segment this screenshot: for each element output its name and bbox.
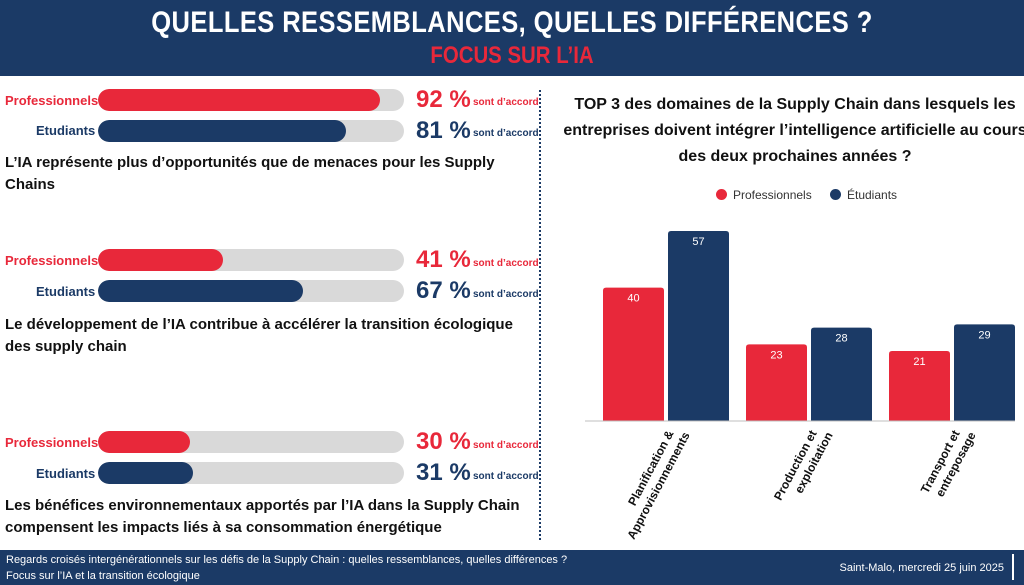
bar-etudiants-0: [668, 231, 729, 421]
row3-pro-percent: 30 %: [416, 428, 471, 455]
legend-label-etudiants: Étudiants: [847, 188, 898, 202]
row2-etu-label: Etudiants: [36, 284, 96, 299]
row2-statement: Le développement de l’IA contribue à acc…: [5, 316, 513, 355]
bar-etudiants-2: [954, 324, 1015, 421]
row3-statement: Les bénéfices environnementaux apportés …: [5, 497, 520, 536]
row3-pro-track: [98, 431, 404, 453]
vertical-divider: [539, 90, 541, 540]
row3-etu-percent: 31 %: [416, 459, 471, 486]
footer-date: Saint-Malo, mercredi 25 juin 2025: [839, 562, 1004, 574]
row1-statement: L’IA représente plus d’opportunités que …: [5, 154, 495, 193]
bar-professionnels-0: [603, 287, 664, 421]
row1-etu-suffix: sont d’accord: [473, 128, 539, 139]
footer-line2: Focus sur l’IA et la transition écologiq…: [6, 570, 200, 582]
page-title: QUELLES RESSEMBLANCES, QUELLES DIFFÉRENC…: [151, 6, 873, 39]
legend-item-etudiants: Étudiants: [830, 188, 897, 202]
row3-etu-label: Etudiants: [36, 466, 96, 481]
bar-etudiants-1: [811, 327, 872, 421]
bar-professionnels-2: [889, 351, 950, 421]
row1-pro-label: Professionnels: [5, 93, 99, 108]
row3-pro-label: Professionnels: [5, 435, 99, 450]
bar-professionnels-1: [746, 344, 807, 421]
row1-etu-label: Etudiants: [36, 123, 96, 138]
bar-value-label-etudiants-0: 57: [692, 236, 704, 248]
category-label-0: Planification &Approvisionnements: [611, 422, 693, 540]
row1-etu-percent: 81 %: [416, 117, 471, 144]
legend-item-professionnels: Professionnels: [716, 188, 812, 202]
footer-accent-bar: [1012, 554, 1014, 580]
footer-line1: Regards croisés intergénérationnels sur …: [6, 554, 568, 566]
row2-pro-percent: 41 %: [416, 246, 471, 273]
row2-etu-suffix: sont d’accord: [473, 289, 539, 300]
bar-chart: 40 57 Planification &Approvisionnements 23 2…: [585, 231, 1015, 540]
row1-etu-track: [98, 120, 404, 142]
legend-swatch-etudiants: [830, 189, 841, 200]
row1-pro-fill: [98, 89, 380, 111]
header-banner: QUELLES RESSEMBLANCES, QUELLES DIFFÉRENC…: [0, 0, 1024, 76]
page-subtitle: FOCUS SUR L’IA: [430, 42, 594, 69]
bar-value-label-etudiants-1: 28: [835, 333, 847, 345]
category-label-2: Transport etentreposage: [918, 422, 979, 502]
row3-etu-track: [98, 462, 404, 484]
row2-pro-track: [98, 249, 404, 271]
row2-etu-percent: 67 %: [416, 277, 471, 304]
bar-value-label-professionnels-1: 23: [770, 349, 782, 361]
row2-pro-suffix: sont d’accord: [473, 258, 539, 269]
row1-pro-percent: 92 %: [416, 86, 471, 113]
row3-etu-suffix: sont d’accord: [473, 471, 539, 482]
row1-pro-track: [98, 89, 404, 111]
row1-pro-suffix: sont d’accord: [473, 97, 539, 108]
row1-etu-fill: [98, 120, 346, 142]
legend-swatch-professionnels: [716, 189, 727, 200]
row2-pro-fill: [98, 249, 224, 271]
row2-etu-fill: [98, 280, 304, 302]
bar-value-label-etudiants-2: 29: [978, 329, 990, 341]
legend-label-professionnels: Professionnels: [733, 188, 812, 202]
bar-value-label-professionnels-0: 40: [627, 293, 639, 305]
category-label-1: Production etexploitation: [771, 423, 836, 510]
row3-etu-fill: [98, 462, 193, 484]
row2-etu-track: [98, 280, 404, 302]
row2-pro-label: Professionnels: [5, 253, 99, 268]
footer-banner: Regards croisés intergénérationnels sur …: [0, 550, 1024, 585]
row3-pro-suffix: sont d’accord: [473, 440, 539, 451]
row3-pro-fill: [98, 431, 190, 453]
bar-value-label-professionnels-2: 21: [913, 356, 925, 368]
chart-title: TOP 3 des domaines de la Supply Chain da…: [563, 96, 1024, 165]
